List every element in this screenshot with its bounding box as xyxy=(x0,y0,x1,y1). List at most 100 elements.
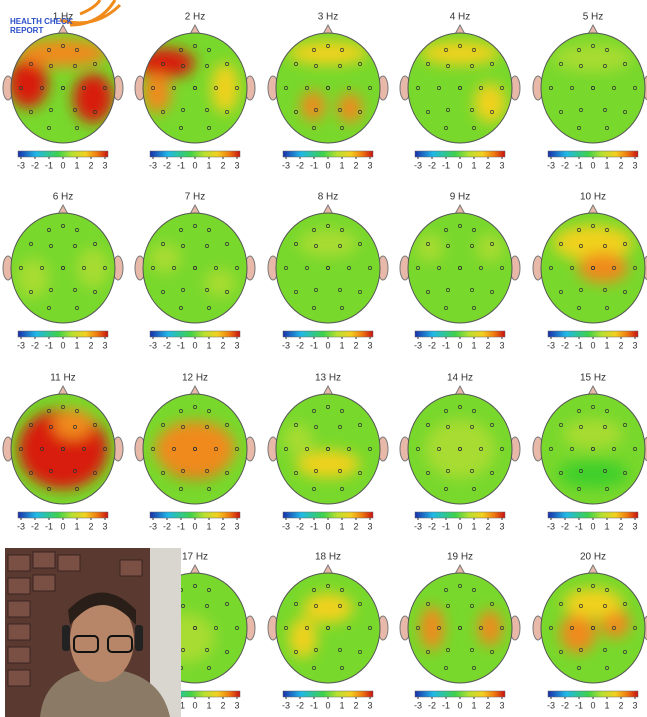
tick-label: 3 xyxy=(367,160,372,170)
tick-label: 1 xyxy=(74,521,79,531)
color-bar xyxy=(150,331,240,337)
tick-label: -1 xyxy=(177,160,185,170)
tick-label: 0 xyxy=(590,160,595,170)
patch xyxy=(8,58,48,108)
topomap: 7 Hz-3-2-10123 xyxy=(135,192,255,351)
tick-label: 3 xyxy=(632,521,637,531)
tick-label: 0 xyxy=(590,521,595,531)
color-bar xyxy=(415,151,505,157)
tick-label: -3 xyxy=(149,160,157,170)
patch xyxy=(149,243,181,273)
tick-label: -2 xyxy=(296,340,304,350)
tick-label: 0 xyxy=(60,340,65,350)
tick-label: 0 xyxy=(325,700,330,710)
color-bar xyxy=(283,151,373,157)
patch xyxy=(155,421,235,477)
tick-label: 3 xyxy=(632,700,637,710)
topomap: 10 Hz-3-2-10123 xyxy=(533,192,647,351)
tick-label: 1 xyxy=(604,700,609,710)
map-label: 9 Hz xyxy=(450,192,471,203)
tick-label: 0 xyxy=(60,521,65,531)
color-bar xyxy=(548,151,638,157)
patch xyxy=(476,234,504,262)
tick-label: -2 xyxy=(163,340,171,350)
tick-label: -2 xyxy=(428,340,436,350)
tick-label: -3 xyxy=(282,521,290,531)
tick-label: -2 xyxy=(428,521,436,531)
patch xyxy=(558,460,628,488)
tick-label: -2 xyxy=(428,700,436,710)
tick-label: -1 xyxy=(442,340,450,350)
patch xyxy=(204,269,236,297)
topomap: 3 Hz-3-2-10123 xyxy=(268,12,388,171)
patch xyxy=(211,63,239,113)
tick-label: 3 xyxy=(102,521,107,531)
tick-label: 0 xyxy=(60,160,65,170)
topomap: 1 Hz-3-2-10123 xyxy=(3,12,123,171)
map-label: 19 Hz xyxy=(447,552,473,563)
map-label: 13 Hz xyxy=(315,373,341,384)
tick-label: 3 xyxy=(367,700,372,710)
patches xyxy=(425,419,495,479)
tick-label: 3 xyxy=(499,700,504,710)
page: 1 Hz-3-2-101232 Hz-3-2-101233 Hz-3-2-101… xyxy=(0,0,647,717)
color-bar xyxy=(150,151,240,157)
tick-label: 0 xyxy=(325,160,330,170)
patches xyxy=(298,229,358,257)
tick-label: 3 xyxy=(499,521,504,531)
topomap: 9 Hz-3-2-10123 xyxy=(400,192,520,351)
map-label: 11 Hz xyxy=(50,373,75,384)
tick-label: 0 xyxy=(590,700,595,710)
tick-label: -2 xyxy=(163,160,171,170)
tick-label: 0 xyxy=(457,340,462,350)
tick-label: -2 xyxy=(561,340,569,350)
map-label: 6 Hz xyxy=(53,192,74,203)
color-bar xyxy=(415,331,505,337)
head xyxy=(408,213,512,323)
topomap: 2 Hz-3-2-10123 xyxy=(135,12,255,171)
tick-label: -2 xyxy=(296,160,304,170)
tick-label: -3 xyxy=(414,340,422,350)
topomap: 11 Hz-3-2-10123 xyxy=(3,373,123,532)
tick-label: 2 xyxy=(353,340,358,350)
tick-label: -2 xyxy=(428,160,436,170)
tick-label: -1 xyxy=(177,521,185,531)
topomap: 6 Hz-3-2-10123 xyxy=(3,192,123,351)
tick-label: -2 xyxy=(561,521,569,531)
tick-label: 3 xyxy=(102,160,107,170)
tick-label: 0 xyxy=(325,340,330,350)
patch xyxy=(478,610,502,646)
patch xyxy=(416,234,444,262)
tick-label: 2 xyxy=(220,160,225,170)
patch xyxy=(301,91,325,121)
patch xyxy=(563,419,623,449)
tick-label: 2 xyxy=(485,160,490,170)
color-bar xyxy=(548,691,638,697)
tick-label: 3 xyxy=(234,160,239,170)
map-label: 3 Hz xyxy=(318,12,339,23)
webcam xyxy=(5,548,181,717)
tick-label: 2 xyxy=(618,700,623,710)
tick-label: 0 xyxy=(457,521,462,531)
map-label: 5 Hz xyxy=(583,12,604,23)
tick-label: -1 xyxy=(310,340,318,350)
tick-label: -2 xyxy=(31,521,39,531)
tick-label: -3 xyxy=(282,160,290,170)
color-bar xyxy=(150,512,240,518)
tick-label: 1 xyxy=(339,521,344,531)
tick-label: -2 xyxy=(296,521,304,531)
color-bar xyxy=(548,331,638,337)
patch xyxy=(425,419,495,479)
patch xyxy=(560,613,596,653)
tick-label: 2 xyxy=(220,700,225,710)
tick-label: -1 xyxy=(575,340,583,350)
tick-label: -1 xyxy=(575,521,583,531)
patch xyxy=(77,248,109,288)
tick-label: 3 xyxy=(632,340,637,350)
tick-label: 2 xyxy=(220,340,225,350)
map-label: 4 Hz xyxy=(450,12,471,23)
tick-label: -2 xyxy=(163,521,171,531)
tick-label: -2 xyxy=(561,160,569,170)
